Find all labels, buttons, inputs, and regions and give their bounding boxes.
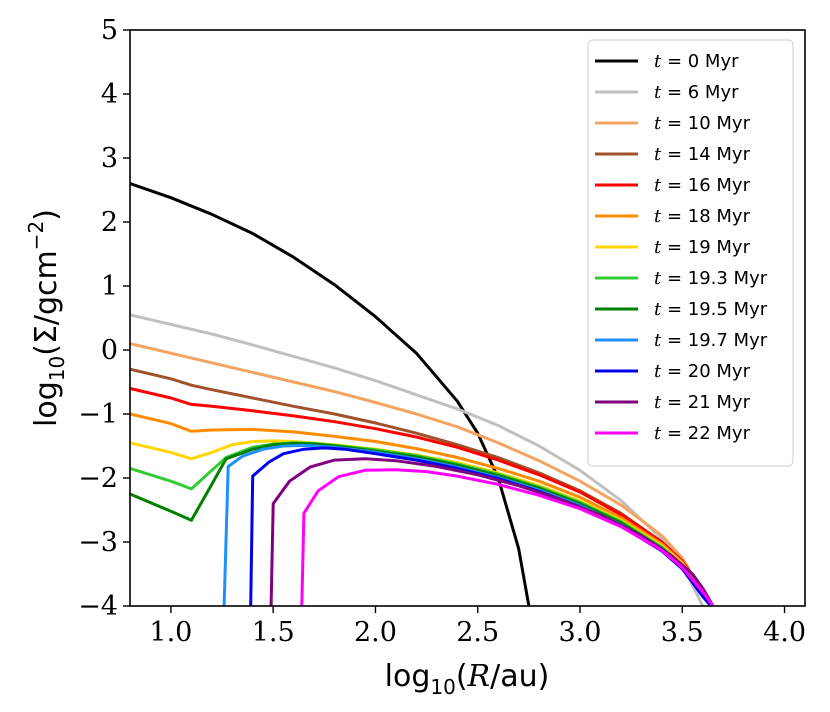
y-tick-label: 2 <box>101 207 118 238</box>
y-tick-label: −4 <box>78 591 118 622</box>
legend-label-12: t = 22 Myr <box>654 423 751 444</box>
x-tick-label: 3.5 <box>661 617 704 648</box>
legend-t-value: = 19.7 Myr <box>661 330 768 351</box>
legend-t-value: = 16 Myr <box>661 175 750 196</box>
legend-t-value: = 10 Myr <box>661 113 750 134</box>
x-tick-label: 4.0 <box>763 617 806 648</box>
x-tick-label: 1.0 <box>149 617 192 648</box>
legend-label-5: t = 18 Myr <box>654 206 751 227</box>
legend-label-1: t = 6 Myr <box>654 82 739 103</box>
legend-t-symbol: t <box>654 330 662 351</box>
series-line-11 <box>269 457 715 606</box>
y-tick-label: −1 <box>78 399 118 430</box>
legend-t-symbol: t <box>654 206 662 227</box>
legend-t-value: = 19.3 Myr <box>661 268 768 289</box>
legend-t-symbol: t <box>654 175 662 196</box>
series-line-12 <box>300 468 715 606</box>
legend-label-4: t = 16 Myr <box>654 175 751 196</box>
legend-t-value: = 6 Myr <box>661 82 739 103</box>
legend-t-value: = 19 Myr <box>661 237 750 258</box>
y-tick-label: 5 <box>101 15 118 46</box>
y-tick-label: 4 <box>101 79 118 110</box>
x-tick-label: 1.5 <box>252 617 295 648</box>
legend-t-symbol: t <box>654 392 662 413</box>
legend-t-symbol: t <box>654 299 662 320</box>
legend-label-7: t = 19.3 Myr <box>654 268 768 289</box>
legend-t-value: = 14 Myr <box>661 144 750 165</box>
x-tick-label: 2.5 <box>456 617 499 648</box>
y-axis: −4 −3 −2 −1 0 1 2 3 4 5 <box>78 15 130 622</box>
legend-t-symbol: t <box>654 423 662 444</box>
legend-label-9: t = 19.7 Myr <box>654 330 768 351</box>
series-layer <box>130 182 715 606</box>
y-tick-label: 3 <box>101 143 118 174</box>
y-tick-label: 1 <box>101 271 118 302</box>
y-axis-label: log10(Σ/gcm−2) <box>24 209 69 427</box>
legend-t-symbol: t <box>654 361 662 382</box>
legend-box <box>587 39 794 467</box>
legend-t-value: = 18 Myr <box>661 206 750 227</box>
legend-t-symbol: t <box>654 268 662 289</box>
legend-t-symbol: t <box>654 113 662 134</box>
legend-label-10: t = 20 Myr <box>654 361 751 382</box>
series-line-2 <box>130 342 713 606</box>
x-axis-label: log10(R/au) <box>385 659 550 699</box>
legend-label-8: t = 19.5 Myr <box>654 299 768 320</box>
legend-label-6: t = 19 Myr <box>654 237 751 258</box>
y-tick-label: −2 <box>78 463 118 494</box>
legend-label-0: t = 0 Myr <box>654 51 739 72</box>
legend-t-value: = 0 Myr <box>661 51 739 72</box>
series-line-0 <box>130 182 531 606</box>
legend-label-11: t = 21 Myr <box>654 392 751 413</box>
legend-t-value: = 22 Myr <box>661 423 750 444</box>
plot-frame <box>129 29 806 607</box>
legend-label-2: t = 10 Myr <box>654 113 751 134</box>
y-tick-label: −3 <box>78 527 118 558</box>
y-tick-label: 0 <box>101 335 118 366</box>
legend-t-symbol: t <box>654 82 662 103</box>
x-tick-label: 3.0 <box>559 617 602 648</box>
x-tick-label: 2.0 <box>354 617 397 648</box>
legend-t-symbol: t <box>654 51 662 72</box>
legend-t-symbol: t <box>654 237 662 258</box>
legend-t-value: = 19.5 Myr <box>661 299 768 320</box>
legend-label-3: t = 14 Myr <box>654 144 751 165</box>
legend-t-value: = 21 Myr <box>661 392 750 413</box>
legend-t-symbol: t <box>654 144 662 165</box>
legend-t-value: = 20 Myr <box>661 361 750 382</box>
x-axis: 1.0 1.5 2.0 2.5 3.0 3.5 4.0 <box>149 606 806 648</box>
